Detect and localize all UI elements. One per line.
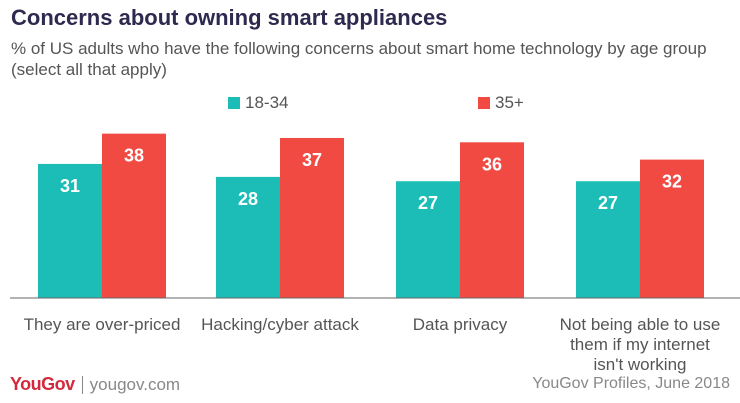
bar-value-label: 31 <box>60 176 80 196</box>
bar-35+-2 <box>280 137 344 298</box>
bar-18-34-2 <box>216 176 280 298</box>
bar-value-label: 32 <box>662 172 682 192</box>
footer-brand: YouGov yougov.com <box>10 374 180 395</box>
legend-label-2: 35+ <box>495 93 524 112</box>
chart-subtitle: % of US adults who have the following co… <box>11 39 707 79</box>
source-note: YouGov Profiles, June 2018 <box>532 375 730 392</box>
category-label: Not being able to use them if my internet… <box>560 315 721 374</box>
chart-title: Concerns about owning smart appliances <box>11 5 448 30</box>
bar-value-label: 37 <box>302 150 322 170</box>
bar-18-34-1 <box>38 163 102 298</box>
yougov-logo[interactable]: YouGov <box>10 374 75 394</box>
legend-swatch-2 <box>478 97 490 109</box>
bar-35+-3 <box>460 142 524 298</box>
bar-18-34-4 <box>576 181 640 298</box>
bar-value-label: 36 <box>482 154 502 174</box>
legend-swatch-1 <box>228 97 240 109</box>
category-label: Data privacy <box>413 315 508 334</box>
bar-35+-4 <box>640 159 704 298</box>
bar-value-label: 38 <box>124 146 144 166</box>
bar-35+-1 <box>102 133 166 298</box>
brand-url[interactable]: yougov.com <box>89 374 181 394</box>
bar-value-label: 28 <box>238 189 258 209</box>
category-label: Hacking/cyber attack <box>201 315 359 334</box>
brand-separator <box>81 375 83 394</box>
bar-value-label: 27 <box>598 193 618 213</box>
legend-label-1: 18-34 <box>245 93 288 112</box>
bar-18-34-3 <box>396 181 460 298</box>
bar-value-label: 27 <box>418 193 438 213</box>
category-label: They are over-priced <box>24 315 181 334</box>
